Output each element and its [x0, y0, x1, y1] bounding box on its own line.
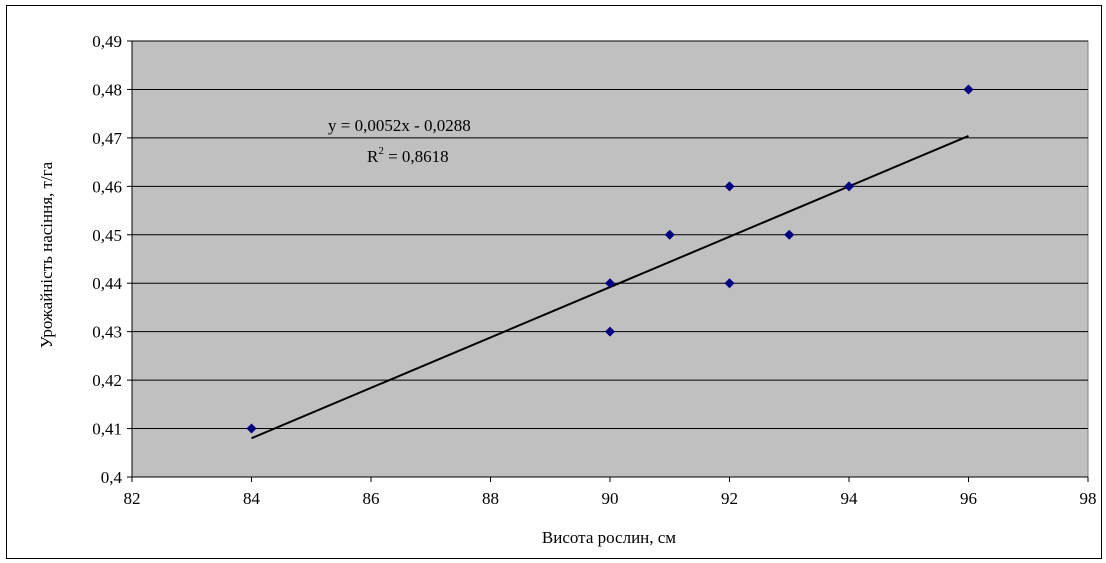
y-tick-label: 0,4 [101, 468, 123, 487]
data-point-diamond [724, 278, 735, 289]
trendline-equation: y = 0,0052x - 0,0288 [328, 116, 471, 135]
y-tick-label: 0,43 [92, 323, 122, 342]
y-tick-label: 0,48 [92, 80, 122, 99]
data-point-diamond [963, 84, 974, 95]
x-tick-labels: 82 84 86 88 90 92 94 96 98 [124, 489, 1097, 508]
y-tick-labels: 0,4 0,41 0,42 0,43 0,44 0,45 0,46 0,47 0,48 0,49 [92, 32, 122, 487]
data-point-diamond [784, 229, 795, 240]
x-tick-label: 98 [1080, 489, 1097, 508]
data-points [246, 84, 974, 434]
x-tick-label: 88 [482, 489, 499, 508]
y-tick-label: 0,49 [92, 32, 122, 51]
y-tick-label: 0,46 [92, 177, 122, 196]
y-tick-label: 0,41 [92, 420, 122, 439]
gridlines [132, 40, 1088, 430]
x-tick-label: 84 [243, 489, 261, 508]
r-squared-label: R2 = 0,8618 [367, 145, 449, 166]
data-point-diamond [724, 181, 735, 192]
y-axis-title: Урожайність насіння, т/га [37, 161, 56, 348]
r-squared-superscript: 2 [378, 145, 384, 157]
y-tick-label: 0,42 [92, 371, 122, 390]
x-tick-label: 86 [363, 489, 380, 508]
data-point-diamond [844, 181, 854, 192]
r-squared-value: = 0,8618 [384, 147, 449, 166]
x-tick-label: 90 [602, 489, 619, 508]
axes [127, 40, 1089, 482]
data-point-diamond [605, 326, 615, 337]
data-point-diamond [664, 229, 675, 240]
data-point-diamond [605, 278, 615, 289]
data-point-diamond [246, 423, 257, 434]
x-tick-label: 82 [124, 489, 141, 508]
x-tick-label: 92 [721, 489, 738, 508]
x-tick-label: 94 [841, 489, 859, 508]
y-tick-label: 0,47 [92, 129, 122, 148]
x-axis-title: Висота рослин, см [542, 528, 676, 547]
x-tick-label: 96 [960, 489, 977, 508]
y-tick-label: 0,45 [92, 226, 122, 245]
plot-area [131, 40, 1089, 478]
y-tick-label: 0,44 [92, 274, 122, 293]
r-squared-prefix: R [367, 147, 379, 166]
